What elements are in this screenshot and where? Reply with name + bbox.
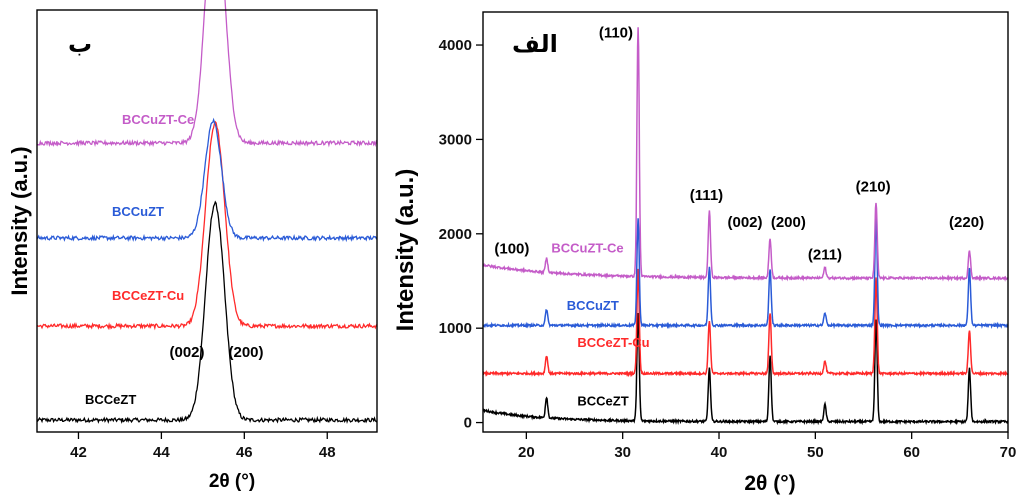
panel-a-x-tick-label: 70 <box>1000 444 1016 461</box>
panel-a-trace-2 <box>482 216 1009 330</box>
panel-b-x-tick-label: 48 <box>319 444 336 461</box>
panel-b-x-axis-title: 2θ (°) <box>209 471 255 492</box>
panel-a-y-tick-label: 0 <box>464 415 472 432</box>
panel-b-series-labels: BCCeZT BCCeZT-Cu BCCuZT BCCuZT-Ce <box>85 112 194 407</box>
panel-a-x-tick-label: 60 <box>903 444 920 461</box>
panel-a-traces <box>482 27 1009 426</box>
panel-a-peak-labels: (100) (110) (111) (002) (200)(211) (210) (220) <box>494 24 984 263</box>
panel-a-peak-label: (210) <box>856 178 891 195</box>
panel-b-x-tick-label: 44 <box>153 444 170 461</box>
panel-b-trace-0 <box>36 200 378 424</box>
panel-b-tag: ب <box>68 30 92 58</box>
panel-a-peak-label: (211) <box>808 246 842 263</box>
panel-b-series-label: BCCuZT <box>112 204 164 219</box>
panel-b: 42 44 46 48 BCCeZTBCCeZT-CuBCCuZTBCCuZT-Ce … <box>7 0 378 492</box>
panel-b-x-tick-label: 46 <box>236 444 253 461</box>
panel-a-tag: الف <box>512 30 558 58</box>
panel-a-peak-label: (110) <box>599 24 633 41</box>
panel-a-series-label: BCCeZT <box>577 394 628 409</box>
panel-b-x-axis: 42 44 46 48 <box>70 432 336 461</box>
panel-b-traces <box>36 0 378 424</box>
panel-b-trace-3 <box>36 0 378 148</box>
panel-a-y-tick-label: 1000 <box>439 320 472 337</box>
panel-a-x-tick-label: 50 <box>807 444 824 461</box>
panel-b-x-tick-label: 42 <box>70 444 87 461</box>
panel-a-series-label: BCCuZT <box>567 298 619 313</box>
panel-b-peak-labels: (002) (200) <box>169 344 263 361</box>
panel-a-peak-label: (220) <box>949 214 984 231</box>
panel-a-peak-label: (200) <box>771 214 806 231</box>
panel-a-series-labels: BCCeZT BCCeZT-Cu BCCuZT BCCuZT-Ce <box>551 241 649 409</box>
panel-a-peak-label: (111) <box>690 187 723 204</box>
panel-b-trace-2 <box>36 117 378 243</box>
panel-a-trace-1 <box>482 268 1009 378</box>
panel-a-trace-3 <box>482 27 1009 282</box>
panel-b-series-label: BCCuZT-Ce <box>122 112 194 127</box>
panel-a-x-axis-title: 2θ (°) <box>744 472 795 495</box>
panel-a-trace-0 <box>482 312 1009 426</box>
panel-a-x-tick-label: 40 <box>711 444 728 461</box>
panel-a-series-label: BCCuZT-Ce <box>551 241 623 256</box>
panel-b-frame <box>36 9 378 433</box>
panel-a-peak-label: (100) <box>494 241 529 258</box>
panel-a-y-tick-label: 3000 <box>439 131 472 148</box>
panel-b-peak-label: (002) <box>169 344 204 361</box>
panel-b-series-label: BCCeZT <box>85 392 136 407</box>
panel-a-y-tick-label: 4000 <box>439 37 472 54</box>
panel-a-peak-label: (002) <box>728 214 763 231</box>
panel-a-axes: 20 30 40 50 60 70 0 1000 2000 3000 4000 <box>439 37 1016 461</box>
panel-a-y-tick-label: 2000 <box>439 226 472 243</box>
panel-a-series-label: BCCeZT-Cu <box>577 335 649 350</box>
panel-a-x-tick-label: 30 <box>614 444 631 461</box>
panel-b-series-label: BCCeZT-Cu <box>112 288 184 303</box>
panel-a-frame <box>482 11 1009 433</box>
panel-a-y-axis-title: Intensity (a.u.) <box>392 169 419 332</box>
panel-b-trace-1 <box>36 120 378 331</box>
panel-b-y-axis-title: Intensity (a.u.) <box>7 146 32 295</box>
panel-b-peak-label: (200) <box>228 344 263 361</box>
panel-a-x-tick-label: 20 <box>518 444 535 461</box>
